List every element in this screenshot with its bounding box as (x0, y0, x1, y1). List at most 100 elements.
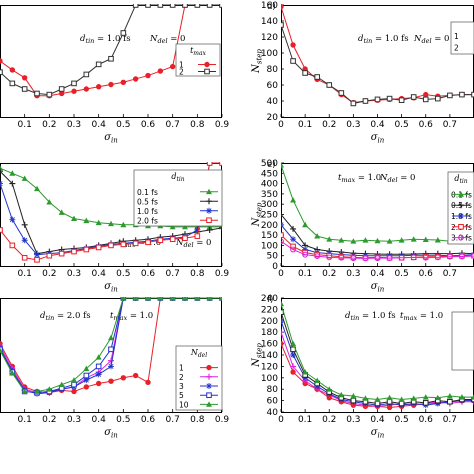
data-point (459, 253, 465, 260)
data-point (83, 71, 90, 78)
data-point (398, 237, 405, 243)
legend-entry-label: 3 (179, 382, 184, 391)
data-point (281, 221, 284, 228)
data-point (374, 255, 381, 262)
data-point (46, 252, 53, 259)
data-point (386, 95, 393, 102)
data-point (83, 365, 90, 372)
annotation-f: tmax = 1.0 (400, 311, 443, 322)
data-point (120, 241, 127, 248)
legend-box (451, 311, 474, 371)
x-tick-label: 0.6 (141, 120, 156, 130)
data-point (290, 58, 296, 64)
y-tick-label: 300 (261, 200, 278, 210)
x-tick-label: 0 (278, 415, 284, 425)
panel-letter-f: f) (267, 295, 273, 305)
data-point (281, 211, 284, 218)
data-point (21, 388, 28, 394)
data-point (206, 297, 213, 301)
x-tick-label: 0.1 (298, 269, 312, 279)
data-point (95, 61, 102, 68)
annotation-d: Ndel = 0 (413, 34, 449, 45)
legend-d: 12 (450, 21, 474, 55)
x-tick-label: 0.6 (419, 415, 434, 425)
data-point (9, 80, 16, 87)
x-tick-label: 0.7 (443, 269, 457, 279)
legend-entry-label: 2.0 fs (137, 216, 158, 225)
data-point (290, 236, 297, 243)
data-point (34, 257, 40, 263)
legend-box (175, 345, 223, 411)
data-point (0, 69, 3, 76)
plot-area-d (281, 4, 474, 107)
data-point (58, 86, 65, 92)
data-point (281, 4, 284, 10)
y-tick-label: 160 (261, 1, 278, 11)
legend-entry-label: 1 (454, 32, 459, 41)
x-axis-label-a: σin (104, 132, 118, 145)
legend-marker (458, 202, 464, 209)
data-point (108, 357, 114, 364)
x-tick-label: 0.1 (18, 269, 32, 279)
legend-marker (206, 188, 212, 195)
data-point (145, 379, 151, 386)
annotation-c: tmax = 1.0 (110, 311, 153, 322)
data-point (302, 221, 309, 228)
data-point (290, 243, 296, 250)
data-point (446, 393, 453, 399)
x-tick-label: 0.3 (346, 120, 360, 130)
data-point (386, 394, 393, 401)
data-point (290, 352, 297, 358)
panel-letter-d: d) (267, 2, 276, 12)
data-point (120, 30, 127, 36)
annotation-f: dtin = 1.0 fs (345, 311, 396, 322)
data-point (182, 4, 188, 8)
x-tick-label: 0.5 (116, 415, 130, 425)
x-tick-label: 0.9 (215, 120, 230, 130)
legend-marker (206, 383, 212, 389)
y-tick-label: 450 (261, 169, 278, 179)
data-point (338, 237, 345, 243)
data-point (326, 254, 333, 261)
legend-entry-label: 2 (179, 68, 184, 77)
data-point (194, 4, 201, 8)
data-point (206, 223, 213, 230)
legend-title: dtin (454, 174, 467, 185)
series-line-e-1 (281, 214, 474, 255)
data-point (219, 162, 222, 166)
data-point (446, 253, 453, 260)
data-point (21, 75, 28, 81)
data-point (338, 254, 345, 261)
x-tick-label: 0.7 (443, 415, 457, 425)
data-point (326, 82, 333, 88)
data-point (95, 371, 102, 378)
data-point (447, 92, 453, 99)
data-point (314, 377, 321, 384)
data-point (281, 22, 284, 28)
y-tick-label: 150 (261, 231, 278, 241)
x-tick-label: 0.4 (370, 120, 385, 130)
annotation-a: dtin = 1.0 fs (80, 34, 131, 45)
data-point (374, 237, 381, 244)
y-tick-label: 240 (261, 294, 278, 304)
x-axis-label-b: σin (104, 281, 118, 294)
data-point (46, 91, 53, 98)
data-point (290, 197, 297, 203)
legend-entry-label: 1.0 fs (137, 207, 158, 216)
data-point (182, 223, 188, 230)
x-tick-label: 0.5 (116, 269, 130, 279)
panel-e: 0 0.1 0.2 0.3 0.4 0.5 0.6 0.7050100150200250300… (251, 159, 474, 294)
data-point (398, 97, 405, 104)
data-point (362, 395, 369, 401)
data-point (145, 297, 151, 301)
data-point (374, 396, 381, 402)
data-point (132, 76, 139, 82)
data-point (58, 381, 65, 388)
data-point (302, 70, 308, 76)
legend-marker (458, 234, 464, 241)
y-tick-label: 200 (261, 317, 278, 327)
data-point (95, 244, 102, 251)
legend-box (450, 21, 474, 55)
plot-area-b (0, 162, 222, 263)
